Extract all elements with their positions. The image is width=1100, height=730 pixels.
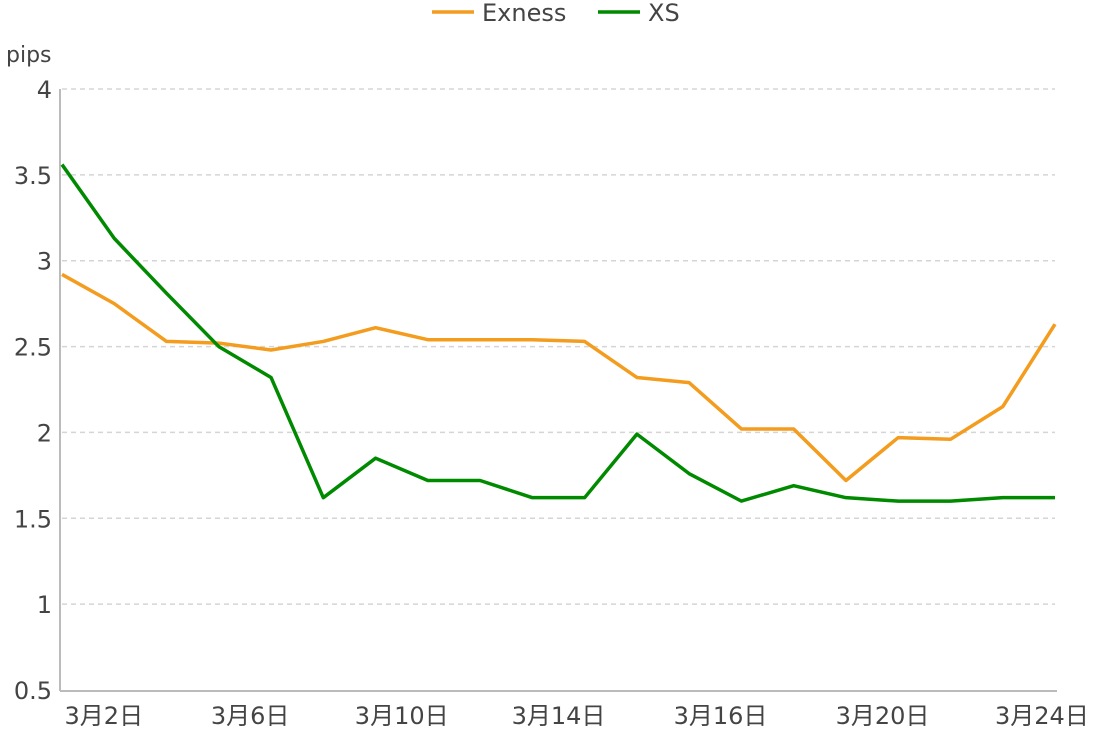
x-tick-label: 3月14日: [512, 702, 606, 726]
y-tick-label: 3: [37, 248, 52, 276]
y-tick-label: 2: [37, 419, 52, 447]
y-tick-label: 0.5: [14, 677, 52, 705]
x-tick-label: 3月16日: [674, 702, 768, 726]
y-tick-label: 4: [37, 76, 52, 104]
series-line-xs: [60, 163, 1055, 503]
y-tick-label: 1.5: [14, 505, 52, 533]
series-lines: [60, 163, 1057, 503]
x-tick-label: 3月2日: [65, 702, 144, 726]
y-axis-label: pips: [6, 43, 52, 68]
x-tick-label: 3月6日: [211, 702, 290, 726]
x-axis-ticks: 3月2日 3月6日 3月10日 3月14日 3月16日 3月20日 3月24日: [65, 702, 1089, 730]
x-tick-label: 3月24日: [995, 702, 1089, 726]
legend: Exness XS: [432, 0, 680, 27]
y-axis-ticks: 0.5 1 1.5 2 2.5 3 3.5 4: [14, 76, 52, 705]
legend-label-xs: XS: [648, 0, 680, 27]
y-tick-label: 3.5: [14, 162, 52, 190]
legend-label-exness: Exness: [482, 0, 566, 27]
y-tick-label: 1: [37, 591, 52, 619]
series-line-exness: [61, 272, 1057, 483]
x-tick-label: 3月20日: [836, 702, 930, 726]
y-tick-label: 2.5: [14, 334, 52, 362]
gridlines: [62, 88, 1055, 605]
x-tick-label: 3月10日: [355, 702, 449, 726]
